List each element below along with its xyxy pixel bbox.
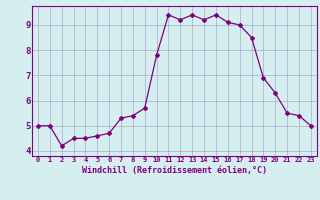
X-axis label: Windchill (Refroidissement éolien,°C): Windchill (Refroidissement éolien,°C): [82, 166, 267, 175]
